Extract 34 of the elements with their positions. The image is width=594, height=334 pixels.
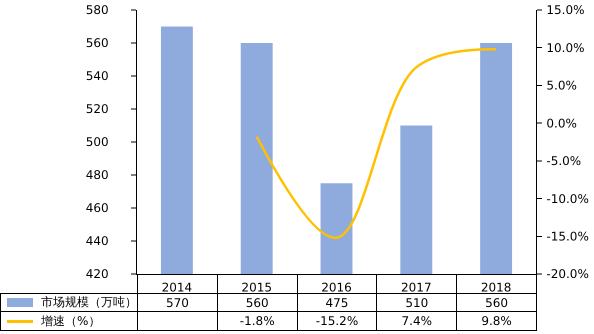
y2-tick-label: -20.0% (546, 267, 589, 282)
y2-tick-label: 10.0% (546, 40, 585, 55)
data-label: 475 (297, 294, 377, 312)
data-label: 570 (138, 294, 218, 312)
data-label: 560 (217, 294, 298, 312)
x-tick-label: 2015 (241, 280, 272, 294)
line-series (255, 48, 498, 240)
data-label: 510 (376, 294, 457, 312)
data-label: 9.8% (456, 312, 536, 330)
y2-tick-label: 0.0% (546, 116, 577, 130)
legend-label: 增速（%） (41, 314, 100, 328)
data-label: -1.8% (217, 312, 298, 330)
y2-tick-label: -5.0% (546, 154, 582, 168)
y-tick-label: 580 (86, 3, 109, 18)
y2-tick-label: 15.0% (546, 3, 585, 18)
data-label: -15.2% (297, 312, 377, 330)
data-label: 560 (456, 294, 536, 312)
y2-tick-label: -15.0% (546, 229, 589, 244)
y-tick-label: 480 (86, 168, 109, 182)
y-tick-label: 520 (86, 102, 109, 116)
x-tick-label: 2016 (321, 280, 352, 294)
y-tick-label: 440 (86, 234, 109, 248)
y-tick-label: 540 (86, 69, 109, 84)
y2-tick-label: 5.0% (546, 78, 577, 93)
y-tick-label: 560 (86, 36, 109, 50)
x-tick-label: 2018 (480, 280, 512, 294)
y-tick-label: 460 (86, 201, 109, 216)
x-tick-label: 2017 (401, 280, 432, 294)
y-tick-label: 500 (86, 135, 109, 150)
y2-tick-label: -10.0% (546, 192, 589, 206)
y-tick-label: 420 (86, 267, 109, 282)
x-tick-label: 2014 (162, 280, 192, 294)
legend-label: 市场规模（万吨） (41, 295, 137, 309)
data-label: 7.4% (376, 312, 457, 330)
